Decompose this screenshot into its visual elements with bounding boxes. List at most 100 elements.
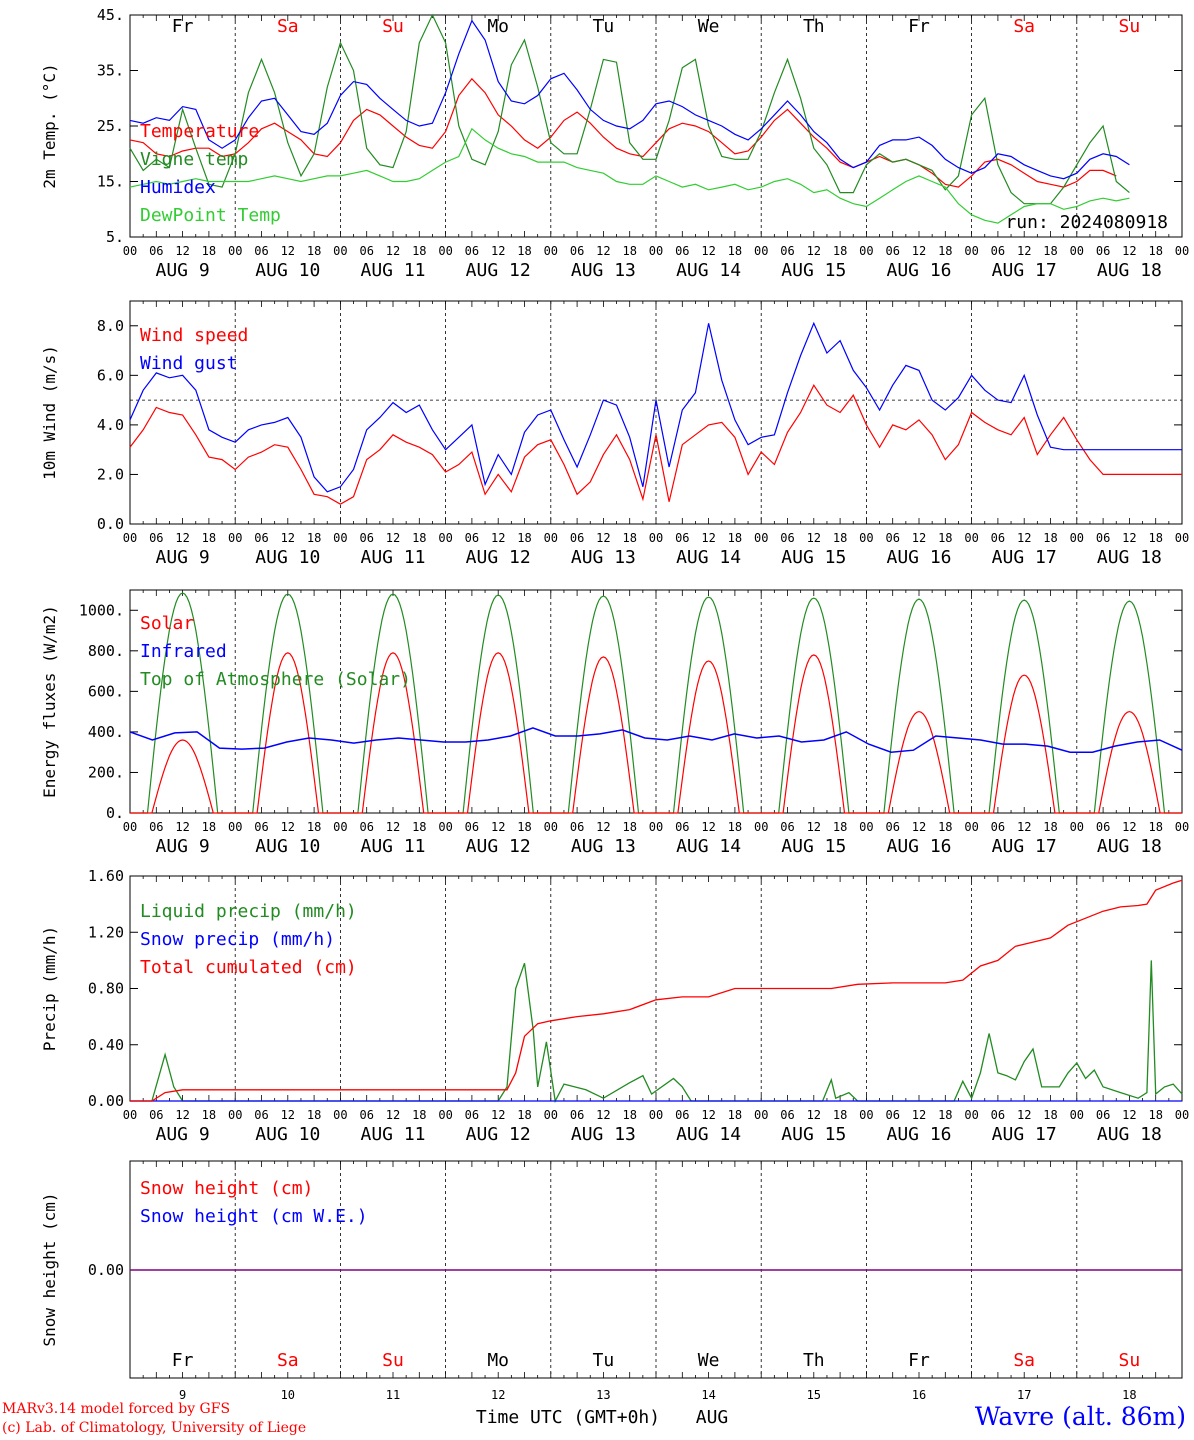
series-line-solar: [130, 652, 1182, 814]
x-date-label: AUG 10: [255, 1124, 320, 1145]
x-hour-tick-label: 06: [254, 244, 268, 258]
x-date-label: AUG 15: [781, 260, 846, 281]
x-hour-tick-label: 00: [438, 820, 452, 834]
x-hour-tick-label: 00: [1070, 1108, 1084, 1122]
y-axis-label: Precip (mm/h): [40, 926, 59, 1051]
x-hour-tick-label: 12: [596, 1108, 610, 1122]
x-hour-tick-label: 18: [622, 244, 636, 258]
x-hour-tick-label: 18: [833, 820, 847, 834]
x-date-label: AUG 15: [781, 836, 846, 857]
y-tick-label: 200.: [88, 763, 124, 781]
x-date-label: AUG 16: [886, 260, 951, 281]
legend-entry: Snow height (cm): [140, 1178, 313, 1199]
x-hour-tick-label: 18: [307, 1108, 321, 1122]
y-axis-label: 10m Wind (m/s): [40, 345, 59, 480]
y-tick-label: 25.: [97, 117, 124, 135]
x-hour-tick-label: 18: [202, 531, 216, 545]
x-hour-tick-label: 12: [281, 1108, 295, 1122]
x-date-label: AUG 9: [156, 1124, 210, 1145]
x-hour-tick-label: 06: [780, 820, 794, 834]
x-hour-tick-label: 00: [123, 244, 137, 258]
x-hour-tick-label: 00: [544, 531, 558, 545]
x-hour-tick-label: 12: [386, 244, 400, 258]
y-tick-label: 15.: [97, 173, 124, 191]
x-hour-tick-label: 18: [1148, 531, 1162, 545]
day-number-label: 14: [701, 1388, 715, 1402]
legend-entry: Total cumulated (cm): [140, 957, 357, 978]
x-hour-tick-label: 06: [465, 1108, 479, 1122]
x-hour-tick-label: 12: [281, 244, 295, 258]
y-tick-label: 1000.: [79, 601, 124, 619]
x-hour-tick-label: 12: [491, 531, 505, 545]
series-line-total: [130, 879, 1183, 1102]
x-hour-tick-label: 06: [1096, 1108, 1110, 1122]
y-tick-label: 1.60: [88, 867, 124, 885]
x-hour-tick-label: 12: [386, 820, 400, 834]
x-hour-tick-label: 06: [359, 820, 373, 834]
x-hour-tick-label: 18: [1148, 1108, 1162, 1122]
x-date-label: AUG 12: [466, 547, 531, 568]
day-name-label: Fr: [908, 16, 930, 37]
day-number-label: 12: [491, 1388, 505, 1402]
day-number-label: 11: [386, 1388, 400, 1402]
x-date-label: AUG 18: [1097, 260, 1162, 281]
x-date-label: AUG 16: [886, 836, 951, 857]
x-hour-tick-label: 18: [728, 531, 742, 545]
x-hour-tick-label: 12: [281, 820, 295, 834]
y-tick-label: 600.: [88, 682, 124, 700]
y-tick-label: 800.: [88, 642, 124, 660]
x-hour-tick-label: 18: [1148, 820, 1162, 834]
day-number-label: 18: [1122, 1388, 1136, 1402]
x-hour-tick-label: 12: [1122, 531, 1136, 545]
x-hour-tick-label: 12: [175, 1108, 189, 1122]
day-name-label: Fr: [172, 1350, 194, 1371]
x-hour-tick-label: 06: [465, 531, 479, 545]
legend-entry: Solar: [140, 613, 194, 634]
x-hour-tick-label: 06: [254, 531, 268, 545]
x-hour-tick-label: 18: [412, 244, 426, 258]
x-hour-tick-label: 18: [1148, 244, 1162, 258]
x-hour-tick-label: 12: [912, 244, 926, 258]
x-hour-tick-label: 06: [149, 1108, 163, 1122]
day-number-label: 13: [596, 1388, 610, 1402]
x-hour-tick-label: 06: [254, 820, 268, 834]
x-date-label: AUG 17: [992, 836, 1057, 857]
y-tick-label: 4.0: [97, 416, 124, 434]
series-line-temperature: [129, 77, 1117, 188]
x-hour-tick-label: 12: [912, 531, 926, 545]
x-hour-tick-label: 18: [517, 820, 531, 834]
x-hour-tick-label: 00: [649, 531, 663, 545]
x-hour-tick-label: 12: [491, 820, 505, 834]
x-hour-tick-label: 12: [1122, 244, 1136, 258]
x-hour-tick-label: 00: [964, 1108, 978, 1122]
x-hour-tick-label: 18: [307, 244, 321, 258]
x-date-label: AUG 13: [571, 1124, 636, 1145]
x-hour-tick-label: 12: [491, 244, 505, 258]
y-tick-label: 0.: [106, 804, 124, 822]
day-number-label: 10: [281, 1388, 295, 1402]
x-hour-tick-label: 18: [728, 1108, 742, 1122]
x-hour-tick-label: 18: [202, 820, 216, 834]
x-date-label: AUG 17: [992, 547, 1057, 568]
day-name-label: Tu: [593, 1350, 615, 1371]
y-tick-label: 6.0: [97, 366, 124, 384]
x-hour-tick-label: 12: [701, 531, 715, 545]
x-hour-tick-label: 12: [807, 244, 821, 258]
x-hour-tick-label: 12: [386, 1108, 400, 1122]
x-hour-tick-label: 18: [833, 531, 847, 545]
x-hour-tick-label: 18: [202, 1108, 216, 1122]
x-hour-tick-label: 00: [228, 820, 242, 834]
x-hour-tick-label: 00: [228, 531, 242, 545]
x-hour-tick-label: 06: [885, 244, 899, 258]
x-hour-tick-label: 12: [386, 531, 400, 545]
legend-entry: Temperature: [140, 121, 259, 142]
day-name-label: We: [698, 1350, 720, 1371]
y-tick-label: 8.0: [97, 317, 124, 335]
x-hour-tick-label: 00: [544, 244, 558, 258]
day-name-label: Th: [803, 16, 825, 37]
x-date-label: AUG 16: [886, 1124, 951, 1145]
x-hour-tick-label: 18: [938, 531, 952, 545]
x-hour-tick-label: 00: [1070, 244, 1084, 258]
legend-entry: Wind speed: [140, 325, 248, 346]
x-hour-tick-label: 06: [991, 244, 1005, 258]
